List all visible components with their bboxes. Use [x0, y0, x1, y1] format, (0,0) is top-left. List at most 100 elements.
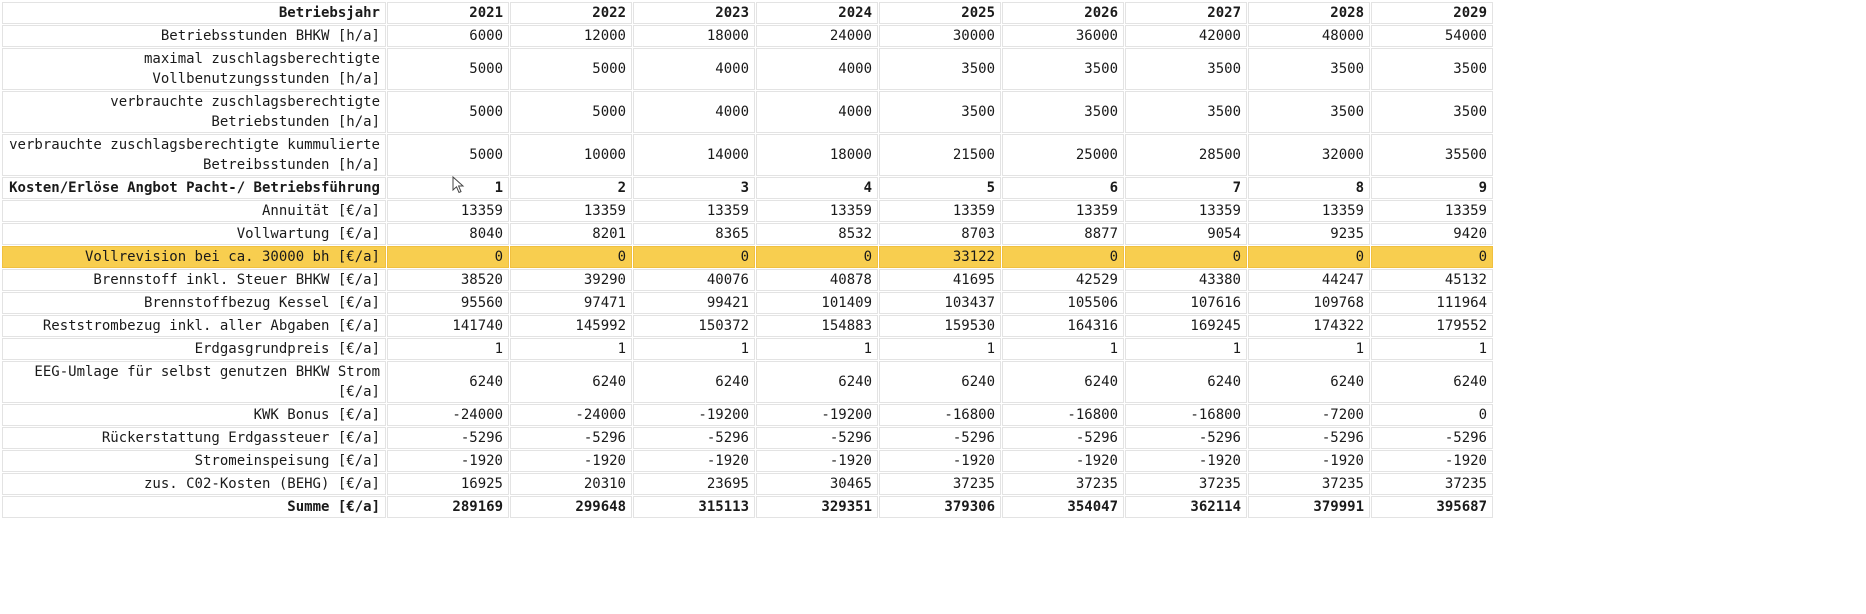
value-cell[interactable]: 42529	[1003, 270, 1123, 290]
value-cell[interactable]: 107616	[1126, 293, 1246, 313]
value-cell[interactable]: 395687	[1372, 497, 1492, 517]
value-cell[interactable]: 37235	[1003, 474, 1123, 494]
value-cell[interactable]: 4000	[634, 92, 754, 132]
value-cell[interactable]: 105506	[1003, 293, 1123, 313]
value-cell[interactable]: 3500	[880, 49, 1000, 89]
value-cell[interactable]: 1	[757, 339, 877, 359]
value-cell[interactable]: 169245	[1126, 316, 1246, 336]
value-cell[interactable]: -5296	[1372, 428, 1492, 448]
value-cell[interactable]: 0	[1372, 405, 1492, 425]
value-cell[interactable]: -19200	[757, 405, 877, 425]
value-cell[interactable]: 37235	[1372, 474, 1492, 494]
value-cell[interactable]: 45132	[1372, 270, 1492, 290]
value-cell[interactable]: 8532	[757, 224, 877, 244]
value-cell[interactable]: 13359	[1372, 201, 1492, 221]
value-cell[interactable]: 6	[1003, 178, 1123, 198]
value-cell[interactable]: 5	[880, 178, 1000, 198]
value-cell[interactable]: 179552	[1372, 316, 1492, 336]
value-cell[interactable]: 111964	[1372, 293, 1492, 313]
value-cell[interactable]: 6240	[1372, 362, 1492, 402]
value-cell[interactable]: 3500	[1249, 92, 1369, 132]
value-cell[interactable]: 315113	[634, 497, 754, 517]
value-cell[interactable]: 97471	[511, 293, 631, 313]
value-cell[interactable]: -16800	[880, 405, 1000, 425]
value-cell[interactable]: 18000	[634, 26, 754, 46]
value-cell[interactable]: 0	[511, 247, 631, 267]
value-cell[interactable]: -5296	[1003, 428, 1123, 448]
value-cell[interactable]: 3500	[1003, 49, 1123, 89]
value-cell[interactable]: 40878	[757, 270, 877, 290]
year-header-cell[interactable]: 2028	[1249, 3, 1369, 23]
row-label-cell[interactable]: verbrauchte zuschlagsberechtigte kummuli…	[3, 135, 385, 175]
value-cell[interactable]: 99421	[634, 293, 754, 313]
value-cell[interactable]: 38520	[388, 270, 508, 290]
value-cell[interactable]: 9	[1372, 178, 1492, 198]
value-cell[interactable]: -5296	[880, 428, 1000, 448]
value-cell[interactable]: 145992	[511, 316, 631, 336]
value-cell[interactable]: 1	[1126, 339, 1246, 359]
value-cell[interactable]: 109768	[1249, 293, 1369, 313]
value-cell[interactable]: 6000	[388, 26, 508, 46]
value-cell[interactable]: 8877	[1003, 224, 1123, 244]
value-cell[interactable]: -5296	[511, 428, 631, 448]
value-cell[interactable]: 3500	[1126, 49, 1246, 89]
year-header-cell[interactable]: 2027	[1126, 3, 1246, 23]
value-cell[interactable]: 5000	[388, 49, 508, 89]
value-cell[interactable]: 6240	[634, 362, 754, 402]
value-cell[interactable]: 379991	[1249, 497, 1369, 517]
row-label-cell[interactable]: Vollrevision bei ca. 30000 bh [€/a]	[3, 247, 385, 267]
value-cell[interactable]: 3500	[880, 92, 1000, 132]
value-cell[interactable]: 6240	[757, 362, 877, 402]
value-cell[interactable]: 30000	[880, 26, 1000, 46]
value-cell[interactable]: 3500	[1372, 49, 1492, 89]
value-cell[interactable]: 13359	[634, 201, 754, 221]
value-cell[interactable]: 13359	[757, 201, 877, 221]
value-cell[interactable]: 6240	[880, 362, 1000, 402]
value-cell[interactable]: 329351	[757, 497, 877, 517]
value-cell[interactable]: 20310	[511, 474, 631, 494]
value-cell[interactable]: -1920	[511, 451, 631, 471]
value-cell[interactable]: 48000	[1249, 26, 1369, 46]
value-cell[interactable]: -19200	[634, 405, 754, 425]
value-cell[interactable]: 8365	[634, 224, 754, 244]
row-label-cell[interactable]: Brennstoff inkl. Steuer BHKW [€/a]	[3, 270, 385, 290]
value-cell[interactable]: 36000	[1003, 26, 1123, 46]
value-cell[interactable]: -1920	[1126, 451, 1246, 471]
value-cell[interactable]: 1	[511, 339, 631, 359]
value-cell[interactable]: 13359	[880, 201, 1000, 221]
value-cell[interactable]: 95560	[388, 293, 508, 313]
value-cell[interactable]: 3500	[1372, 92, 1492, 132]
value-cell[interactable]: 1	[388, 339, 508, 359]
value-cell[interactable]: 6240	[1126, 362, 1246, 402]
value-cell[interactable]: 28500	[1126, 135, 1246, 175]
row-label-cell[interactable]: Reststrombezug inkl. aller Abgaben [€/a]	[3, 316, 385, 336]
value-cell[interactable]: 13359	[1249, 201, 1369, 221]
value-cell[interactable]: 8040	[388, 224, 508, 244]
value-cell[interactable]: -1920	[757, 451, 877, 471]
value-cell[interactable]: 8	[1249, 178, 1369, 198]
year-header-cell[interactable]: 2025	[880, 3, 1000, 23]
value-cell[interactable]: 3	[634, 178, 754, 198]
row-label-cell[interactable]: Betriebsstunden BHKW [h/a]	[3, 26, 385, 46]
value-cell[interactable]: 24000	[757, 26, 877, 46]
value-cell[interactable]: 6240	[1249, 362, 1369, 402]
value-cell[interactable]: 4000	[634, 49, 754, 89]
value-cell[interactable]: -7200	[1249, 405, 1369, 425]
value-cell[interactable]: -5296	[634, 428, 754, 448]
value-cell[interactable]: 21500	[880, 135, 1000, 175]
value-cell[interactable]: 12000	[511, 26, 631, 46]
value-cell[interactable]: -16800	[1003, 405, 1123, 425]
value-cell[interactable]: 5000	[511, 49, 631, 89]
value-cell[interactable]: 13359	[1126, 201, 1246, 221]
row-label-cell[interactable]: Stromeinspeisung [€/a]	[3, 451, 385, 471]
value-cell[interactable]: 4	[757, 178, 877, 198]
value-cell[interactable]: 0	[388, 247, 508, 267]
value-cell[interactable]: 3500	[1126, 92, 1246, 132]
header-label-cell[interactable]: Betriebsjahr	[3, 3, 385, 23]
value-cell[interactable]: 37235	[1249, 474, 1369, 494]
value-cell[interactable]: 13359	[388, 201, 508, 221]
value-cell[interactable]: 1	[634, 339, 754, 359]
value-cell[interactable]: 54000	[1372, 26, 1492, 46]
value-cell[interactable]: -16800	[1126, 405, 1246, 425]
value-cell[interactable]: 5000	[511, 92, 631, 132]
